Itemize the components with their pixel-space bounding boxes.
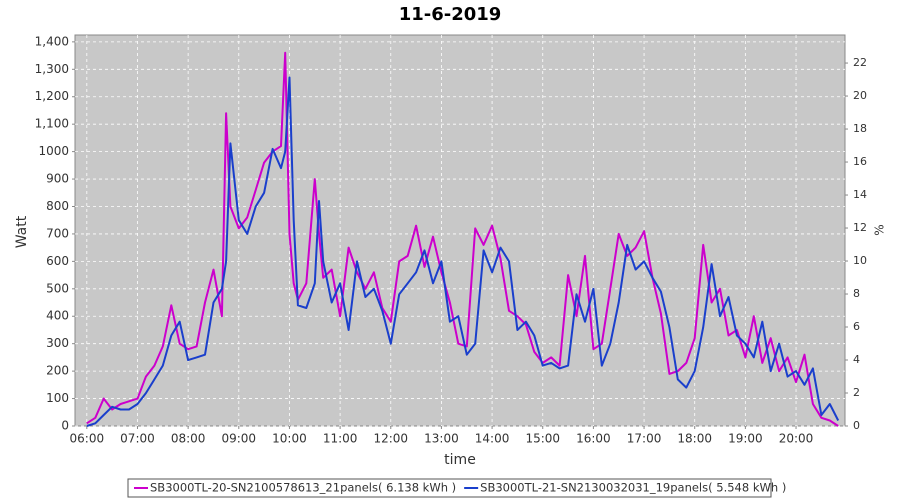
y-tick-label: 900 — [46, 172, 69, 186]
y-tick-label: 1000 — [38, 144, 69, 158]
x-tick-label: 06:00 — [70, 432, 105, 446]
y2-tick-label: 20 — [853, 89, 867, 102]
x-tick-label: 15:00 — [525, 432, 560, 446]
x-tick-label: 16:00 — [576, 432, 611, 446]
y-tick-label: 300 — [46, 336, 69, 350]
chart-title: 11-6-2019 — [399, 4, 502, 25]
x-tick-label: 14:00 — [475, 432, 510, 446]
y2-tick-label: 4 — [853, 353, 860, 366]
x-tick-label: 17:00 — [627, 432, 662, 446]
y-tick-label: 700 — [46, 226, 69, 240]
y-tick-label: 1,400 — [35, 34, 69, 48]
y-tick-label: 100 — [46, 391, 69, 405]
y2-tick-label: 22 — [853, 56, 867, 69]
y-tick-label: 1,200 — [35, 89, 69, 103]
legend — [127, 478, 772, 498]
y-tick-label: 500 — [46, 281, 69, 295]
y-tick-label: 1,300 — [35, 62, 69, 76]
y-tick-label: 1,100 — [35, 117, 69, 131]
y2-tick-label: 2 — [853, 386, 860, 399]
x-tick-label: 20:00 — [779, 432, 814, 446]
y2-tick-label: 16 — [853, 155, 867, 168]
x-tick-label: 07:00 — [120, 432, 155, 446]
y2-tick-label: 14 — [853, 188, 867, 201]
y-tick-label: 200 — [46, 364, 69, 378]
y2-tick-label: 0 — [853, 419, 860, 432]
x-tick-label: 08:00 — [171, 432, 206, 446]
x-tick-label: 12:00 — [373, 432, 408, 446]
y-tick-label: 600 — [46, 254, 69, 268]
y2-axis-label: % — [873, 224, 887, 235]
y-tick-label: 0 — [61, 419, 69, 433]
series-line — [86, 76, 840, 427]
legend-label: SB3000TL-20-SN2100578613_21panels( 6.138… — [150, 481, 456, 495]
y2-tick-label: 18 — [853, 122, 867, 135]
x-tick-label: 13:00 — [424, 432, 459, 446]
y-tick-label: 800 — [46, 199, 69, 213]
x-axis-label: time — [444, 452, 476, 468]
y-tick-label: 400 — [46, 309, 69, 323]
x-tick-label: 18:00 — [677, 432, 712, 446]
x-tick-label: 19:00 — [728, 432, 763, 446]
y-axis-label: Watt — [14, 215, 30, 248]
y2-tick-label: 12 — [853, 221, 867, 234]
x-tick-label: 11:00 — [323, 432, 358, 446]
x-tick-label: 10:00 — [272, 432, 307, 446]
legend-label: SB3000TL-21-SN2130032031_19panels( 5.548… — [480, 481, 786, 495]
y2-tick-label: 8 — [853, 287, 860, 300]
x-tick-label: 09:00 — [221, 432, 256, 446]
y2-tick-label: 6 — [853, 320, 860, 333]
plot-area — [74, 34, 846, 427]
y2-tick-label: 10 — [853, 254, 867, 267]
